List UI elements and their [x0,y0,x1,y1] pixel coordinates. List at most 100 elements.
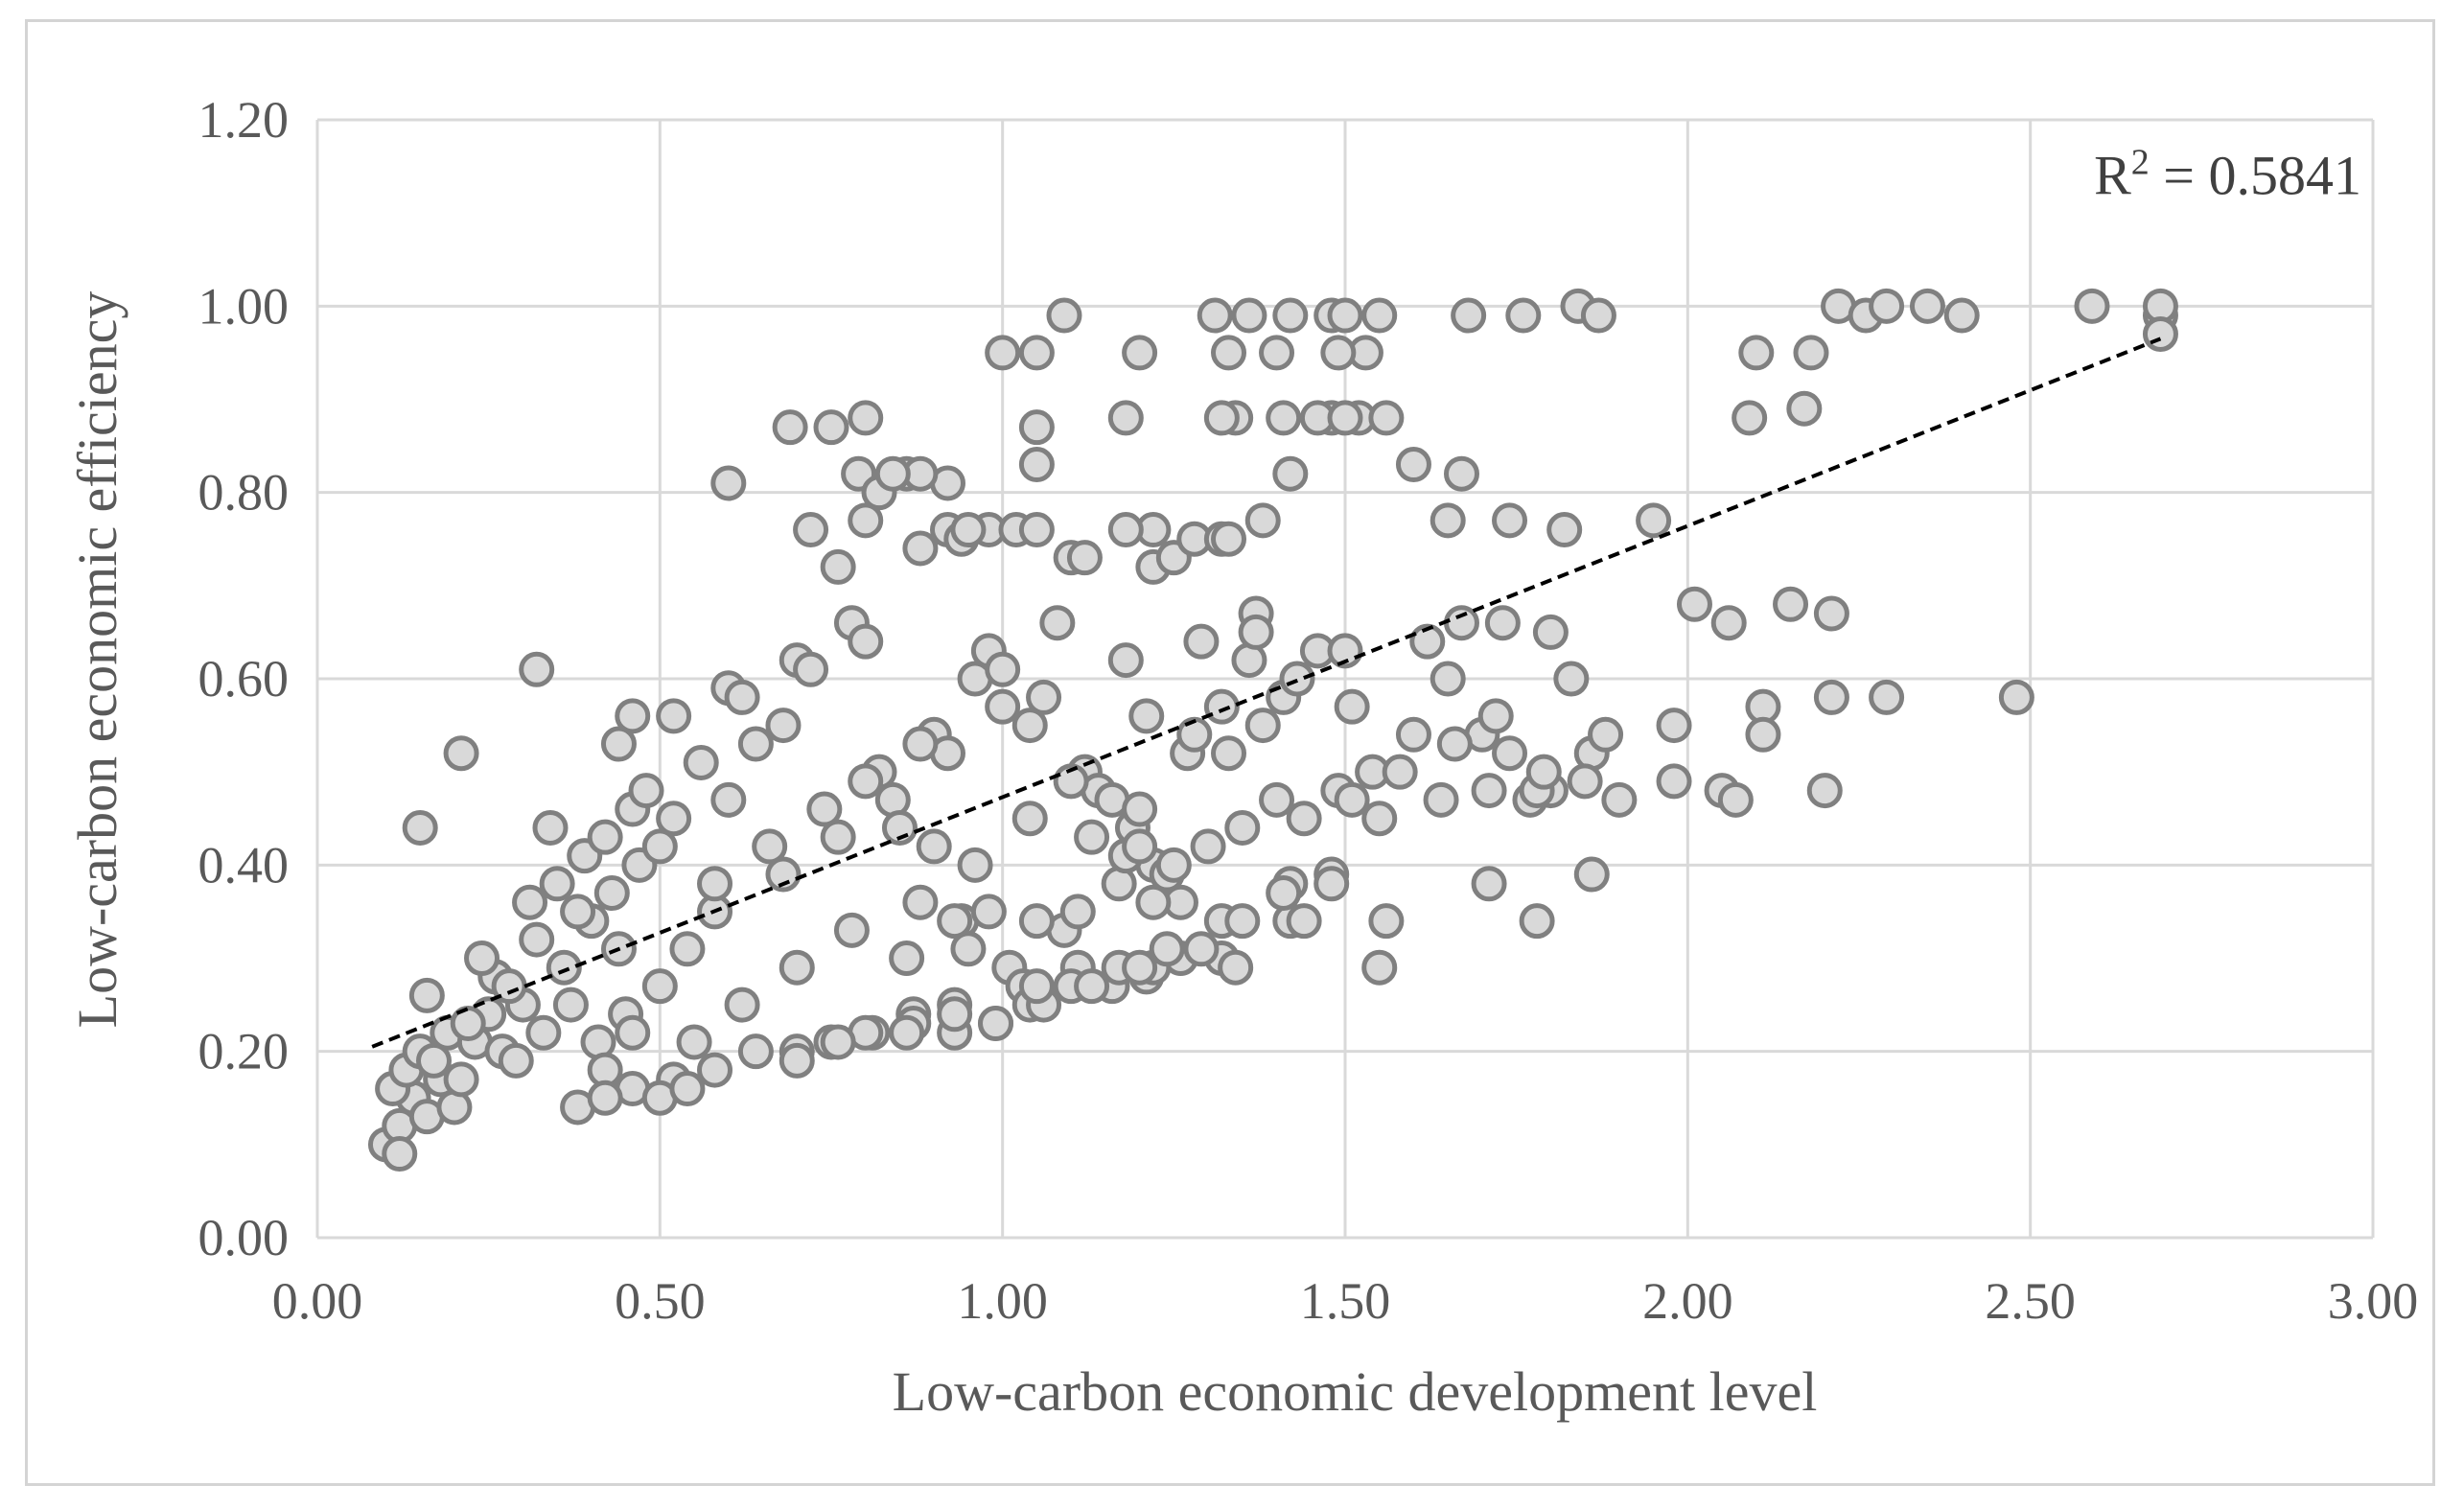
data-point [641,968,678,1005]
data-point [752,828,788,865]
data-point [957,847,993,883]
data-point [560,894,596,930]
data-point [519,921,555,958]
data-point [820,548,856,585]
data-point [813,409,849,446]
data-point [1334,781,1370,818]
data-point [1074,819,1110,855]
data-point [1869,288,1905,324]
data-point [600,726,637,762]
data-point [683,744,719,780]
data-point [1176,716,1213,753]
data-point [1327,400,1363,436]
data-point [765,708,802,744]
data-point [1122,335,1158,371]
data-point [1211,521,1247,557]
data-point [1313,866,1350,902]
data-point [1244,502,1281,539]
data-point [1286,801,1322,837]
data-point [676,1024,712,1060]
data-point [1128,698,1165,734]
data-point [1327,633,1363,669]
data-point [1203,688,1240,725]
data-point [1197,297,1233,334]
x-axis-title: Low-carbon economic development level [893,1360,1818,1423]
data-point [820,819,856,855]
data-point [1580,297,1616,334]
data-point [950,512,987,548]
data-point [1525,754,1562,790]
data-point [1107,512,1144,548]
data-point [1710,605,1747,641]
data-point [1813,679,1849,715]
data-point [985,688,1021,725]
data-point [874,455,911,492]
y-tick-label: 1.00 [198,277,290,335]
data-point [779,1042,815,1079]
data-point [2142,315,2178,352]
data-point [1409,623,1446,660]
data-point [1436,726,1473,762]
data-point [978,1006,1014,1042]
y-tick-label: 0.60 [198,650,290,708]
data-point [1018,968,1055,1005]
data-point [519,651,555,687]
data-point [793,651,829,687]
data-point [1773,586,1809,622]
data-point [902,884,939,920]
data-point [724,679,760,715]
data-point [848,502,884,539]
data-point [1636,502,1672,539]
data-point [1327,297,1363,334]
data-point [950,931,987,967]
data-point [848,400,884,436]
data-point [1430,661,1466,697]
data-point [1732,400,1768,436]
y-axis-title: Low-carbon economic efficiency [66,291,128,1029]
data-point [1361,801,1398,837]
data-point [1066,540,1103,576]
y-tick-label: 0.00 [198,1209,290,1266]
data-point [1218,949,1254,986]
data-point [1286,903,1322,940]
data-point [1786,390,1823,427]
data-point [1259,335,1295,371]
x-tick-label: 1.50 [1300,1272,1391,1330]
y-tick-label: 0.80 [198,464,290,522]
data-point [1423,781,1459,818]
data-point [2074,288,2110,324]
data-point [587,1080,623,1116]
data-point [1793,335,1829,371]
data-point [1203,400,1240,436]
data-point [1443,605,1479,641]
data-point [464,940,500,976]
x-tick-label: 2.50 [1985,1272,2076,1330]
data-point [1334,688,1370,725]
data-point [772,409,808,446]
data-point [669,931,706,967]
data-point [793,512,829,548]
data-point [498,1042,534,1079]
data-point [710,781,747,818]
data-point [916,828,952,865]
data-point [628,773,664,809]
data-point [1361,949,1398,986]
data-point [937,996,973,1033]
data-point [408,977,445,1013]
y-tick-label: 0.20 [198,1023,290,1080]
data-point [1998,679,2034,715]
data-point [1601,781,1638,818]
data-point [1231,297,1267,334]
data-point [1492,502,1528,539]
data-point [902,726,939,762]
x-tick-label: 1.00 [957,1272,1048,1330]
data-point [1869,679,1905,715]
data-point [1656,708,1692,744]
data-point [1238,614,1274,650]
data-point [1224,809,1261,846]
data-point [1053,763,1089,800]
data-point [1471,866,1507,902]
data-point [1122,949,1158,986]
data-point [1259,781,1295,818]
data-point [1909,288,1945,324]
